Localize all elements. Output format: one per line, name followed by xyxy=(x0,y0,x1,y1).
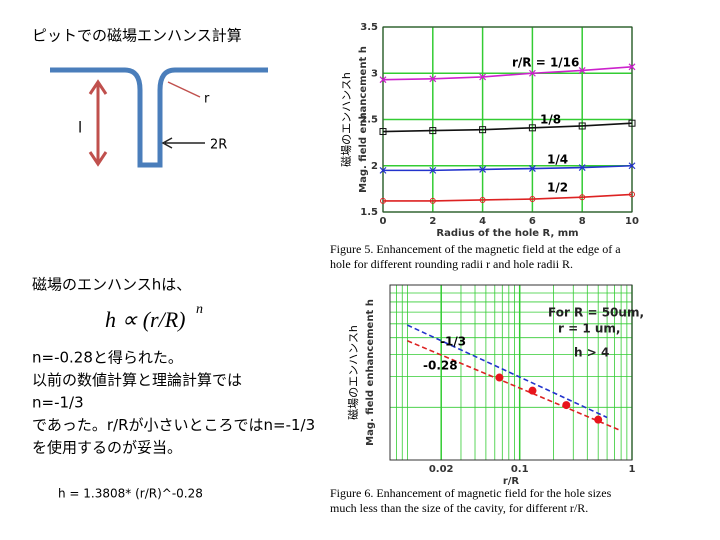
body-line: n=-1/3 xyxy=(32,394,84,412)
y-axis-label: Mag. field enhancement h xyxy=(365,299,376,446)
marker xyxy=(628,162,636,170)
x-tick-label: 1 xyxy=(629,464,636,475)
x-tick-label: 8 xyxy=(579,216,586,227)
x-axis-label: r/R xyxy=(503,476,520,487)
slide-title: ピットでの磁場エンハンス計算 xyxy=(32,27,242,45)
series-line xyxy=(383,164,633,172)
x-tick-label: 0 xyxy=(380,216,387,227)
x-tick-label: 4 xyxy=(479,216,486,227)
body-line: 以前の数値計算と理論計算では xyxy=(32,371,242,389)
marker xyxy=(578,164,586,172)
series-label: r/R = 1/16 xyxy=(512,56,579,70)
l-label: l xyxy=(78,119,82,137)
marker xyxy=(479,126,487,134)
annotation: r = 1 um, xyxy=(558,322,620,336)
x-tick-label: 6 xyxy=(529,216,536,227)
marker xyxy=(578,122,586,130)
x-tick-label: 10 xyxy=(625,216,639,227)
annotation: h > 4 xyxy=(574,346,609,360)
y-tick-label: 2.5 xyxy=(360,115,378,126)
R-label: 2R xyxy=(210,138,227,153)
marker xyxy=(429,75,437,83)
figure-caption: Figure 5. Enhancement of the magnetic fi… xyxy=(330,242,621,271)
plot-frame xyxy=(382,26,633,213)
arrow-heads xyxy=(88,79,108,167)
series-line xyxy=(383,193,633,202)
formula: h ∝ (r/R) xyxy=(105,307,185,332)
caption-line: Figure 6. Enhancement of magnetic field … xyxy=(330,486,612,500)
marker xyxy=(479,73,487,81)
series-label: -1/3 xyxy=(440,335,466,349)
marker xyxy=(380,197,386,204)
pit-shape xyxy=(50,67,268,168)
intro-text: 磁場のエンハンスhは、 xyxy=(32,276,191,294)
body-line: であった。r/Rが小さいところではn=-1/3 xyxy=(32,416,315,434)
marker xyxy=(429,166,437,174)
marker xyxy=(628,119,636,127)
marker xyxy=(528,69,536,77)
marker xyxy=(479,196,486,203)
caption-line: much less than the size of the cavity, f… xyxy=(330,501,588,515)
marker xyxy=(379,128,387,136)
body-line: を使用するのが妥当。 xyxy=(32,439,182,457)
y-axis-label: Mag. field enhancement h xyxy=(358,46,369,193)
series-label: -0.28 xyxy=(423,359,458,373)
body-line: n=-0.28と得られた。 xyxy=(32,349,183,367)
marker xyxy=(429,197,436,204)
side-label: 磁場のエンハンスh xyxy=(347,325,360,420)
series-line xyxy=(382,65,633,81)
marker xyxy=(495,373,504,382)
marker xyxy=(529,196,536,203)
r-pointer xyxy=(167,81,201,98)
r-label: r xyxy=(204,92,210,107)
x-tick-label: 0.1 xyxy=(511,464,529,475)
y-tick-label: 1.5 xyxy=(360,207,378,218)
marker xyxy=(579,194,586,201)
x-tick-label: 0.02 xyxy=(429,464,454,475)
width-arrow xyxy=(161,137,205,149)
marker xyxy=(528,165,536,172)
marker xyxy=(562,401,571,410)
marker xyxy=(528,124,536,132)
marker xyxy=(429,127,437,135)
series-label: 1/8 xyxy=(540,113,561,127)
annotation: For R = 50um, xyxy=(548,306,644,320)
x-tick-label: 2 xyxy=(429,216,436,227)
series-label: 1/4 xyxy=(547,153,568,167)
y-tick-label: 2 xyxy=(371,161,378,172)
series-line xyxy=(407,324,608,419)
side-label: 磁場のエンハンスh xyxy=(340,72,353,167)
formula-exponent: n xyxy=(196,302,203,317)
marker xyxy=(528,386,537,395)
plot-frame xyxy=(389,284,633,461)
caption-line: Figure 5. Enhancement of the magnetic fi… xyxy=(330,242,621,256)
marker xyxy=(628,63,636,71)
figure-caption: Figure 6. Enhancement of magnetic field … xyxy=(330,486,612,515)
series-label: 1/2 xyxy=(547,181,568,195)
marker xyxy=(629,191,635,198)
marker xyxy=(594,415,603,424)
series-line xyxy=(382,122,633,133)
fit-formula: h = 1.3808* (r/R)^-0.28 xyxy=(58,487,203,501)
marker xyxy=(479,166,487,173)
marker xyxy=(379,76,387,84)
y-tick-label: 3 xyxy=(371,68,378,79)
series-line xyxy=(407,340,622,432)
caption-line: hole for different rounding radii r and … xyxy=(330,257,573,271)
x-axis-label: Radius of the hole R, mm xyxy=(436,228,578,239)
marker xyxy=(578,67,586,74)
y-tick-label: 3.5 xyxy=(360,22,378,33)
marker xyxy=(379,166,387,174)
